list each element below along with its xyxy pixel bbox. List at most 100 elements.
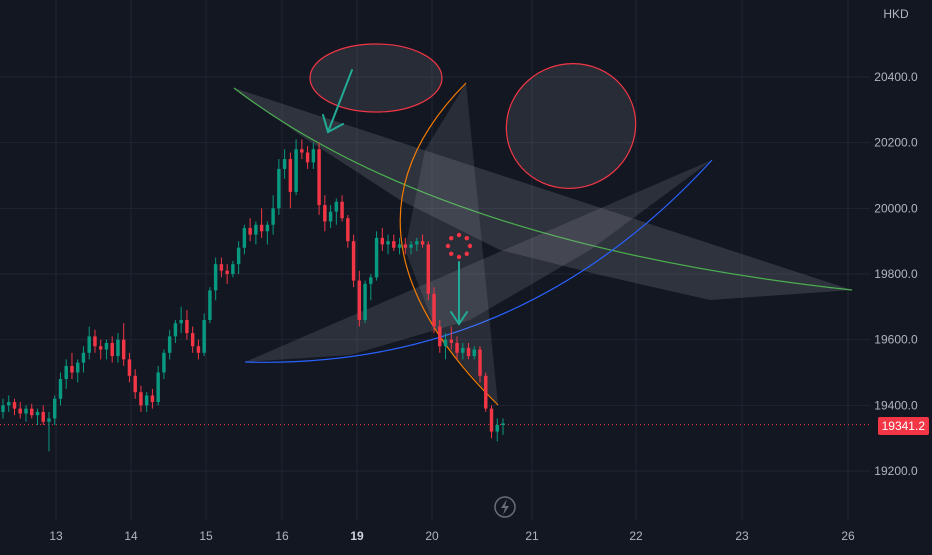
candle[interactable] <box>127 352 132 383</box>
candle[interactable] <box>455 336 459 360</box>
candle[interactable] <box>484 372 488 412</box>
candle[interactable] <box>472 346 476 360</box>
candle[interactable] <box>294 139 298 196</box>
candle[interactable] <box>12 398 17 416</box>
candle[interactable] <box>340 195 344 222</box>
candle[interactable] <box>334 198 339 225</box>
candle[interactable] <box>357 270 362 327</box>
candle[interactable] <box>156 365 160 406</box>
candle[interactable] <box>64 359 68 389</box>
candle[interactable] <box>121 323 126 366</box>
candle[interactable] <box>415 237 419 252</box>
candle[interactable] <box>466 342 471 360</box>
candle[interactable] <box>81 346 86 373</box>
candle[interactable] <box>75 359 80 383</box>
candle[interactable] <box>208 287 212 324</box>
candle[interactable] <box>110 336 114 363</box>
candle[interactable] <box>35 408 40 426</box>
orange-arc-curve[interactable] <box>399 82 499 406</box>
candle[interactable] <box>328 205 333 229</box>
candle[interactable] <box>305 145 310 169</box>
candle[interactable] <box>363 280 367 324</box>
candle[interactable] <box>104 339 109 360</box>
price-axis[interactable]: 20400.0 20200.0 20000.0 19800.0 19600.0 19400… <box>874 70 918 478</box>
candle[interactable] <box>231 260 235 278</box>
candle[interactable] <box>317 142 321 215</box>
green-arc-curve[interactable] <box>233 87 853 291</box>
candle[interactable] <box>271 195 275 235</box>
candle[interactable] <box>489 405 494 439</box>
arrow-2[interactable] <box>450 261 468 326</box>
candle[interactable] <box>185 310 189 340</box>
candle[interactable] <box>167 329 172 360</box>
candle[interactable] <box>259 208 264 238</box>
arrow-1[interactable] <box>322 69 353 134</box>
candle[interactable] <box>87 326 91 360</box>
candle[interactable] <box>369 274 373 301</box>
candle[interactable] <box>30 403 34 419</box>
candle[interactable] <box>116 333 120 363</box>
candle[interactable] <box>323 195 327 232</box>
candle[interactable] <box>311 142 316 169</box>
candle[interactable] <box>144 392 149 412</box>
candle[interactable] <box>196 339 201 360</box>
candle[interactable] <box>351 234 356 288</box>
dotted-circle-marker[interactable] <box>445 232 473 260</box>
candle[interactable] <box>139 385 143 412</box>
candle[interactable] <box>288 152 293 209</box>
lightning-icon[interactable] <box>494 496 516 518</box>
candle[interactable] <box>93 329 97 353</box>
candle[interactable] <box>420 234 425 248</box>
candle[interactable] <box>41 405 45 426</box>
candle[interactable] <box>179 306 183 334</box>
candle[interactable] <box>380 228 385 252</box>
candle[interactable] <box>397 237 402 255</box>
candle[interactable] <box>277 159 281 215</box>
candle[interactable] <box>18 402 22 419</box>
candle[interactable] <box>70 352 74 380</box>
highlight-ellipse-2[interactable] <box>489 46 654 207</box>
candle[interactable] <box>438 319 442 353</box>
highlight-ellipse-1[interactable] <box>309 43 443 113</box>
candle[interactable] <box>346 214 350 248</box>
candle[interactable] <box>162 349 166 380</box>
candle[interactable] <box>495 418 499 442</box>
candle[interactable] <box>47 411 51 452</box>
drawing-layer[interactable] <box>233 43 853 406</box>
candle[interactable] <box>7 395 11 412</box>
candle[interactable] <box>236 241 241 274</box>
candle[interactable] <box>478 346 482 383</box>
candle[interactable] <box>392 234 396 252</box>
candle[interactable] <box>225 264 229 284</box>
candle[interactable] <box>133 369 137 399</box>
candle[interactable] <box>219 257 224 278</box>
candle[interactable] <box>426 241 431 301</box>
candle[interactable] <box>58 372 63 406</box>
candle[interactable] <box>173 319 178 343</box>
time-axis[interactable]: 13 14 15 16 19 20 21 22 23 26 <box>49 529 855 543</box>
candle[interactable] <box>443 333 448 360</box>
candle[interactable] <box>386 234 390 255</box>
candle[interactable] <box>461 342 465 360</box>
candle[interactable] <box>254 221 258 245</box>
candle[interactable] <box>432 287 436 334</box>
candle[interactable] <box>282 149 287 179</box>
candle[interactable] <box>501 418 505 435</box>
candle[interactable] <box>374 231 379 281</box>
candle[interactable] <box>409 241 413 255</box>
candle[interactable] <box>242 224 247 255</box>
candle[interactable] <box>190 326 195 353</box>
candle[interactable] <box>24 405 28 422</box>
candle[interactable] <box>449 326 453 350</box>
candles-group[interactable] <box>1 139 505 452</box>
candle[interactable] <box>265 221 270 245</box>
blue-arc-curve[interactable] <box>244 159 713 363</box>
candle[interactable] <box>248 218 252 242</box>
candle[interactable] <box>403 237 408 255</box>
candle[interactable] <box>300 139 304 160</box>
candle[interactable] <box>150 388 155 409</box>
candle[interactable] <box>53 395 57 426</box>
candle[interactable] <box>213 257 218 301</box>
